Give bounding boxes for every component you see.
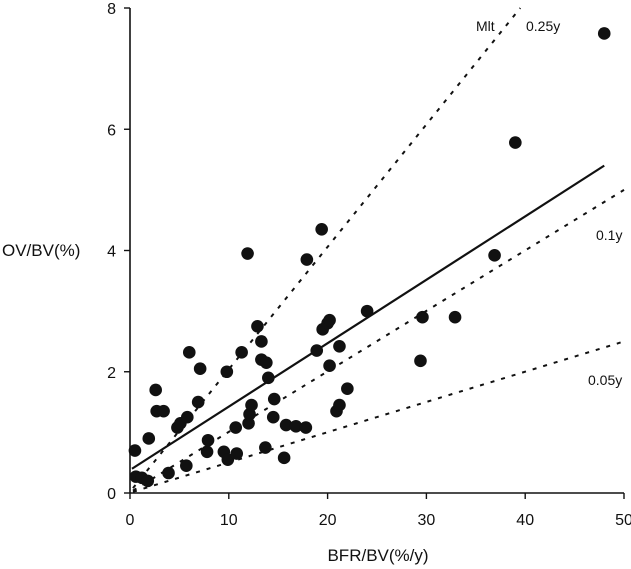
y-tick-label: 4	[107, 244, 116, 261]
line-annotations: Mlt 0.25y 0.1y 0.05y	[476, 18, 622, 388]
x-tick-label: 0	[126, 512, 135, 529]
data-point	[259, 441, 272, 454]
data-point	[360, 304, 374, 318]
x-tick-label: 10	[220, 512, 238, 529]
x-tick-label: 40	[516, 512, 534, 529]
line-label: Mlt	[476, 18, 495, 34]
data-point	[299, 421, 313, 434]
y-axis-label: OV/BV(%)	[2, 241, 80, 260]
data-point	[341, 382, 354, 396]
data-point	[277, 451, 291, 465]
x-tick-label: 20	[319, 512, 337, 529]
data-point	[242, 416, 255, 430]
data-point	[279, 418, 293, 432]
data-point	[333, 398, 346, 412]
data-point	[230, 447, 244, 460]
data-point	[200, 445, 214, 459]
data-point	[235, 346, 248, 359]
data-point	[262, 371, 275, 385]
data-point	[260, 356, 273, 369]
data-point	[221, 453, 235, 466]
data-point	[315, 222, 328, 236]
data-point	[162, 466, 175, 480]
data-point	[141, 474, 155, 488]
line-label: 0.1y	[596, 227, 622, 243]
data-point	[267, 392, 281, 406]
data-point	[289, 420, 303, 433]
data-point	[323, 359, 336, 372]
data-point	[182, 346, 196, 359]
data-point	[448, 310, 462, 324]
data-point	[180, 459, 193, 473]
data-point	[414, 354, 427, 368]
axes: 0 10 20 30 40 50 0 2 4 6 8	[107, 1, 631, 529]
data-point	[229, 421, 243, 434]
reference-line	[132, 340, 625, 493]
line-label: 0.25y	[526, 18, 560, 34]
y-tick-label: 0	[107, 486, 116, 503]
data-point	[333, 339, 346, 353]
reference-line	[132, 189, 625, 492]
data-point	[323, 313, 336, 327]
y-tick-label: 8	[107, 1, 116, 18]
x-axis-label: BFR/BV(%/y)	[327, 546, 428, 565]
data-point	[266, 410, 280, 424]
data-point	[416, 310, 429, 324]
x-tick-label: 50	[615, 512, 631, 529]
data-point	[300, 253, 314, 266]
data-point	[241, 247, 254, 260]
data-point	[142, 432, 156, 445]
data-point	[488, 249, 501, 262]
fit-lines	[131, 7, 625, 493]
data-points	[128, 27, 611, 488]
y-tick-label: 2	[107, 365, 116, 382]
data-point	[193, 362, 207, 376]
data-point	[191, 395, 205, 409]
x-tick-label: 30	[418, 512, 436, 529]
data-point	[245, 398, 258, 412]
data-point	[310, 344, 324, 357]
data-point	[509, 136, 522, 149]
data-point	[181, 410, 194, 424]
data-point	[597, 27, 611, 40]
data-point	[255, 335, 268, 348]
data-point	[149, 383, 162, 397]
data-point	[157, 404, 170, 418]
y-tick-label: 6	[107, 122, 116, 139]
data-point	[201, 433, 215, 447]
data-point	[220, 365, 234, 379]
data-point	[251, 319, 264, 333]
data-point	[128, 444, 142, 457]
line-label: 0.05y	[588, 372, 622, 388]
